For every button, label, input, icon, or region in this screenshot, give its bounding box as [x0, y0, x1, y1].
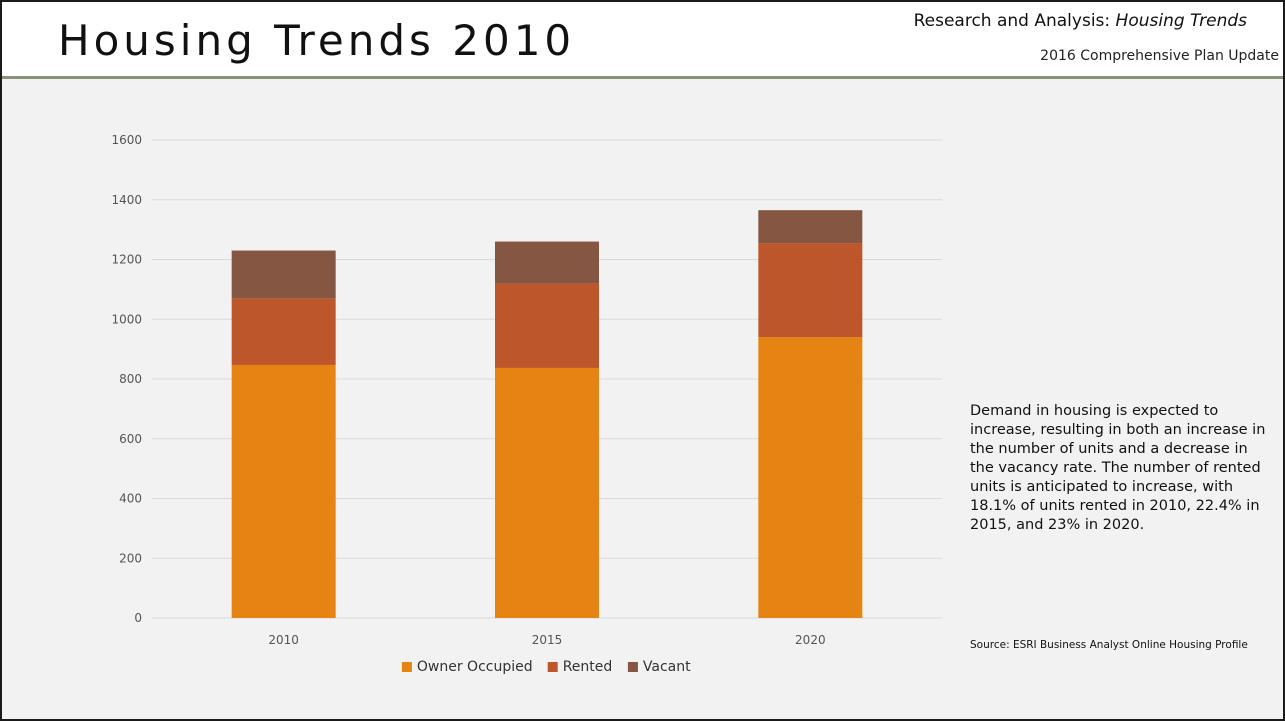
research-separator: :: [1104, 11, 1116, 31]
y-tick-label: 200: [119, 551, 142, 565]
legend-swatch-rented: [547, 662, 558, 672]
chart-area: 0 200 400 600 800 1000 1200 1400 1600 2010 2015 202…: [62, 117, 952, 697]
y-tick-label: 600: [119, 432, 142, 446]
research-topic: Housing Trends: [1115, 11, 1247, 31]
legend-swatch-owner-occupied: [401, 662, 412, 672]
y-tick-label: 0: [134, 611, 142, 625]
y-tick-label: 800: [119, 372, 142, 386]
legend-label-vacant: Vacant: [643, 659, 691, 675]
header: Housing Trends 2010 Research and Analysi…: [2, 2, 1283, 79]
y-tick-label: 1600: [111, 133, 142, 147]
stacked-bar-chart: 0 200 400 600 800 1000 1200 1400 1600 2010 2015 202…: [111, 133, 942, 675]
bar-rented: [495, 283, 599, 368]
bar-rented: [758, 243, 863, 338]
research-label: Research and Analysis: [913, 11, 1105, 31]
legend-label-owner-occupied: Owner Occupied: [417, 659, 533, 675]
bar-vacant: [758, 210, 863, 244]
page-title: Housing Trends 2010: [58, 16, 576, 65]
bar-owner-occupied: [231, 364, 336, 618]
y-tick-label: 400: [119, 492, 142, 506]
bar-rented: [231, 298, 336, 365]
bar-vacant: [495, 241, 599, 284]
legend-label-rented: Rented: [563, 659, 613, 675]
bar-owner-occupied: [758, 337, 863, 618]
x-tick-label: 2015: [532, 633, 563, 647]
x-tick-label: 2020: [795, 633, 826, 647]
legend-swatch-vacant: [627, 662, 638, 672]
bar-owner-occupied: [495, 367, 599, 618]
bar-vacant: [231, 250, 336, 299]
research-heading: Research and Analysis: Housing Trends: [914, 11, 1247, 31]
y-tick-label: 1000: [111, 312, 142, 326]
y-tick-label: 1400: [111, 193, 142, 207]
y-tick-label: 1200: [111, 253, 142, 267]
source-note: Source: ESRI Business Analyst Online Hou…: [970, 639, 1248, 651]
plan-subtitle: 2016 Comprehensive Plan Update: [1040, 48, 1279, 64]
chart-description: Demand in housing is expected to increas…: [970, 403, 1266, 533]
x-tick-label: 2010: [268, 633, 299, 647]
